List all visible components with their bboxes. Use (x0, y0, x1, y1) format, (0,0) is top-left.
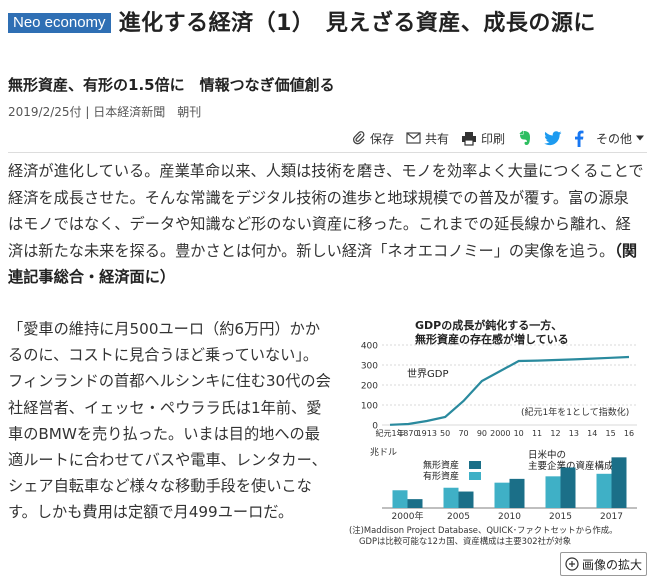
twitter-button[interactable] (544, 130, 562, 146)
save-label: 保存 (369, 131, 394, 146)
mail-icon (406, 132, 421, 144)
source-note-line2: GDPは比較可能な12カ国、資産構成は主要302社が対象 (359, 536, 571, 546)
y-tick-label: 100 (361, 402, 378, 412)
bar-intangible (407, 499, 423, 508)
bar-x-label: 2015 (549, 512, 572, 522)
bar-tangible (494, 482, 510, 508)
share-label: 共有 (424, 131, 449, 146)
chart-title-line2: 無形資産の存在感が増している (415, 332, 569, 346)
gdp-line (389, 355, 630, 426)
bar-tangible (392, 490, 408, 508)
source-note-line1: (注)Maddison Project Database、QUICK･ファクトセ… (349, 525, 618, 535)
zoom-image-button[interactable]: 画像の拡大 (560, 552, 647, 576)
x-tick-label: 10 (514, 429, 524, 438)
x-tick-label: 11 (532, 429, 542, 438)
evernote-button[interactable] (517, 130, 532, 146)
article-headline: Neo economy 進化する経済（1） 見えざる資産、成長の源に (8, 8, 648, 40)
more-button[interactable]: その他 (596, 130, 645, 147)
save-button[interactable]: 保存 (352, 130, 394, 147)
x-tick-label: 90 (477, 429, 487, 438)
x-tick-label: 50 (440, 429, 450, 438)
bar-x-label: 2000年 (392, 510, 424, 522)
article-meta: 2019/2/25付 | 日本経済新聞 朝刊 (8, 105, 202, 119)
x-tick-label: 紀元1年 (375, 428, 404, 438)
x-tick-label: 13 (569, 429, 579, 438)
x-tick-label: 1913 (417, 429, 437, 438)
bar-intangible (509, 478, 525, 508)
x-tick-label: 1870 (398, 429, 418, 438)
y-tick-label: 0 (372, 422, 378, 432)
bar-tangible (443, 487, 459, 508)
twitter-bird-icon (544, 130, 562, 145)
bar-x-label: 2010 (498, 512, 521, 522)
y-tick-label: 300 (361, 362, 378, 372)
zoom-in-icon (565, 557, 579, 571)
more-label: その他 (595, 131, 632, 146)
bar-intangible (560, 467, 576, 508)
series-label-gdp: 世界GDP (407, 368, 448, 380)
bar-x-label: 2005 (447, 512, 470, 522)
body-paragraph: 「愛車の維持に月500ユーロ（約6万円）かかるのに、コストに見合うほど乗っていな… (8, 320, 331, 522)
lead-text: 経済が進化している。産業革命以来、人類は技術を磨き、モノを効率よく大量につくるこ… (8, 162, 644, 260)
x-tick-label: 70 (458, 429, 468, 438)
bar-intangible (611, 457, 627, 508)
paperclip-icon (352, 131, 365, 145)
caret-down-icon (636, 135, 644, 141)
related-articles-link[interactable]: （関連記事総合・経済面に） (8, 241, 638, 287)
bar-intangible (458, 491, 474, 508)
share-toolbar: 保存 共有 印刷 その他 (340, 128, 645, 148)
printer-icon (461, 131, 476, 146)
y-tick-label: 400 (361, 342, 378, 352)
legend-label: 有形資産 (423, 470, 459, 482)
legend-swatch (469, 472, 481, 480)
series-badge[interactable]: Neo economy (8, 13, 111, 33)
article-title: 進化する経済（1） 見えざる資産、成長の源に (118, 11, 596, 36)
facebook-icon (574, 130, 584, 147)
bar-x-label: 2017 (600, 512, 623, 522)
print-label: 印刷 (480, 131, 505, 146)
x-tick-label: 12 (550, 429, 560, 438)
y-tick-label: 200 (361, 382, 378, 392)
share-button[interactable]: 共有 (406, 130, 449, 147)
bar-chart-title-line2: 主要企業の資産構成 (528, 460, 614, 472)
lead-paragraph: 経済が進化している。産業革命以来、人類は技術を磨き、モノを効率よく大量につくるこ… (8, 158, 644, 291)
chart-note: (紀元1年を1として指数化) (521, 406, 629, 418)
x-tick-label: 14 (587, 429, 597, 438)
evernote-icon (519, 130, 530, 145)
article-subtitle: 無形資産、有形の1.5倍に 情報つなぎ価値創る (8, 76, 335, 94)
x-tick-label: 15 (606, 429, 616, 438)
chart-title-line1: GDPの成長が鈍化する一方、 (415, 318, 562, 332)
article-figure: GDPの成長が鈍化する一方、無形資産の存在感が増している 0 100 200 300 40… (349, 318, 637, 546)
print-button[interactable]: 印刷 (461, 130, 505, 147)
facebook-button[interactable] (574, 130, 584, 147)
bar-y-label: 兆ドル (370, 447, 397, 458)
x-tick-label: 2000 (490, 429, 510, 438)
divider (8, 152, 647, 153)
bar-tangible (545, 476, 561, 508)
x-tick-label: 16 (624, 429, 634, 438)
legend-label: 無形資産 (423, 459, 459, 471)
legend-swatch (469, 461, 481, 469)
bar-tangible (596, 473, 612, 508)
zoom-label: 画像の拡大 (581, 557, 642, 572)
bar-chart-title-line1: 日米中の (528, 449, 566, 461)
